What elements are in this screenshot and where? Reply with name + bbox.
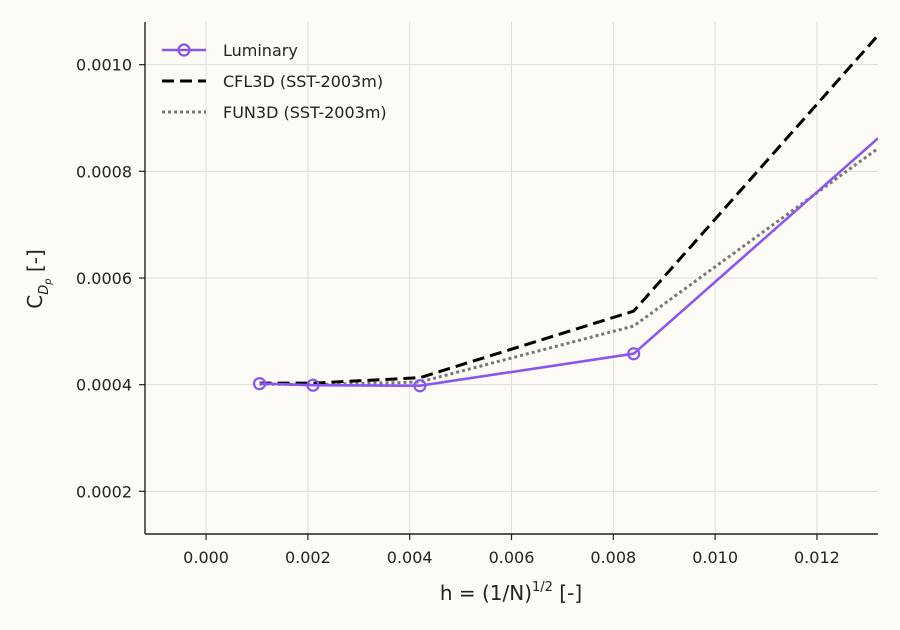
x-tick-label: 0.000	[183, 548, 229, 567]
ticks: 0.000 0.002 0.004 0.006 0.008 0.010 0.012 0.000…	[76, 56, 840, 567]
x-tick-label: 0.008	[590, 548, 636, 567]
y-axis-label-suffix: [-]	[23, 249, 47, 278]
x-tick-label: 0.004	[387, 548, 433, 567]
x-tick-label: 0.006	[489, 548, 535, 567]
x-tick-label: 0.002	[285, 548, 331, 567]
series-line-cfl3d	[259, 34, 878, 385]
x-axis-label-suffix: [-]	[553, 581, 582, 605]
y-tick-label: 0.0010	[76, 56, 132, 75]
legend-label: CFL3D (SST-2003m)	[223, 72, 383, 91]
legend-label: FUN3D (SST-2003m)	[223, 103, 387, 122]
legend: Luminary CFL3D (SST-2003m) FUN3D (SST-2003…	[162, 41, 387, 122]
y-axis-label-subsubscript: p	[43, 278, 54, 285]
x-axis-label-main: h = (1/N)	[440, 581, 532, 605]
x-axis-label-superscript: 1/2	[532, 580, 553, 595]
y-axis-label-main: C	[23, 295, 47, 309]
y-tick-label: 0.0006	[76, 269, 132, 288]
data-point-luminary	[252, 377, 267, 391]
y-tick-label: 0.0008	[76, 162, 132, 181]
y-tick-label: 0.0004	[76, 376, 132, 395]
data-point-luminary	[627, 347, 641, 361]
y-tick-label: 0.0002	[76, 482, 132, 501]
y-axis-label-subscript: D	[37, 285, 52, 295]
series-line-luminary	[259, 137, 878, 388]
y-axis-label: CDp [-]	[23, 249, 54, 309]
grid	[145, 22, 878, 534]
series-line-fun3d	[259, 147, 878, 387]
x-tick-label: 0.010	[692, 548, 738, 567]
series-layer	[252, 34, 878, 393]
data-point-luminary	[413, 379, 427, 393]
legend-marker	[177, 43, 191, 57]
legend-label: Luminary	[223, 41, 298, 60]
x-axis-label: h = (1/N)1/2 [-]	[440, 580, 582, 605]
data-point-luminary	[306, 378, 320, 392]
x-tick-label: 0.012	[794, 548, 840, 567]
